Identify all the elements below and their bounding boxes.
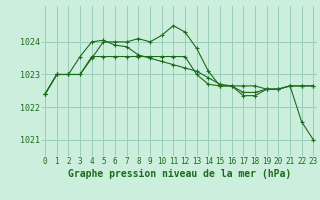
- X-axis label: Graphe pression niveau de la mer (hPa): Graphe pression niveau de la mer (hPa): [68, 169, 291, 179]
